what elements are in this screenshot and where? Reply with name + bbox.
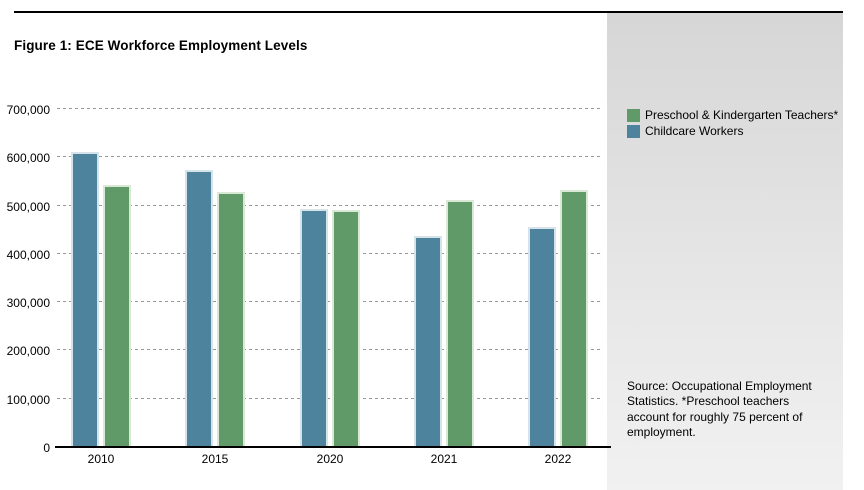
legend-swatch-icon — [627, 124, 640, 138]
y-axis-tick-label: 500,000 — [6, 200, 50, 214]
bar-group-2020 — [300, 209, 360, 447]
bar-preschool-kindergarten-teachers-2020 — [332, 210, 360, 447]
gridline — [57, 108, 600, 109]
x-axis-tick-label: 2022 — [544, 452, 572, 466]
y-axis-tick-label: 700,000 — [6, 103, 50, 117]
y-axis-tick-label: 600,000 — [6, 151, 50, 165]
legend-item: Childcare Workers — [627, 124, 838, 138]
gridline — [57, 205, 600, 206]
gridline — [57, 156, 600, 157]
plot-area: 0 100,000 200,000 300,000 400,000 500,000 600,… — [7, 103, 600, 455]
bar-group-2021 — [414, 200, 474, 447]
bar-childcare-workers-2010 — [71, 152, 99, 447]
x-axis-tick-label: 2015 — [201, 452, 229, 466]
top-rule-divider — [14, 11, 843, 13]
bar-group-2010 — [71, 152, 131, 447]
y-axis-tick-label: 300,000 — [6, 296, 50, 310]
y-axis-tick-label: 0 — [43, 441, 50, 455]
y-axis-tick-label: 200,000 — [6, 344, 50, 358]
legend: Preschool & Kindergarten Teachers* Childc… — [627, 108, 838, 140]
bar-preschool-kindergarten-teachers-2015 — [217, 192, 245, 447]
gridline — [57, 349, 600, 350]
bar-childcare-workers-2021 — [414, 236, 442, 447]
bar-preschool-kindergarten-teachers-2021 — [446, 200, 474, 447]
source-note: Source: Occupational Employment Statisti… — [627, 379, 812, 440]
bar-preschool-kindergarten-teachers-2010 — [103, 185, 131, 447]
gridline — [57, 301, 600, 302]
bar-group-2015 — [185, 170, 245, 447]
legend-swatch-icon — [627, 108, 640, 122]
gridline — [57, 398, 600, 399]
x-axis-tick-label: 2020 — [316, 452, 344, 466]
bar-group-2022 — [528, 190, 588, 447]
y-axis-tick-label: 100,000 — [6, 393, 50, 407]
side-panel — [607, 13, 843, 490]
gridline — [57, 253, 600, 254]
legend-item: Preschool & Kindergarten Teachers* — [627, 108, 838, 122]
x-axis-line — [55, 446, 611, 448]
x-axis-tick-label: 2021 — [430, 452, 458, 466]
bar-preschool-kindergarten-teachers-2022 — [560, 190, 588, 447]
y-axis-tick-label: 400,000 — [6, 248, 50, 262]
figure-title: Figure 1: ECE Workforce Employment Level… — [14, 38, 308, 53]
legend-label: Preschool & Kindergarten Teachers* — [645, 108, 839, 122]
bar-childcare-workers-2022 — [528, 227, 556, 447]
legend-label: Childcare Workers — [645, 124, 744, 138]
bar-childcare-workers-2015 — [185, 170, 213, 447]
bar-childcare-workers-2020 — [300, 209, 328, 447]
x-axis-tick-label: 2010 — [87, 452, 115, 466]
